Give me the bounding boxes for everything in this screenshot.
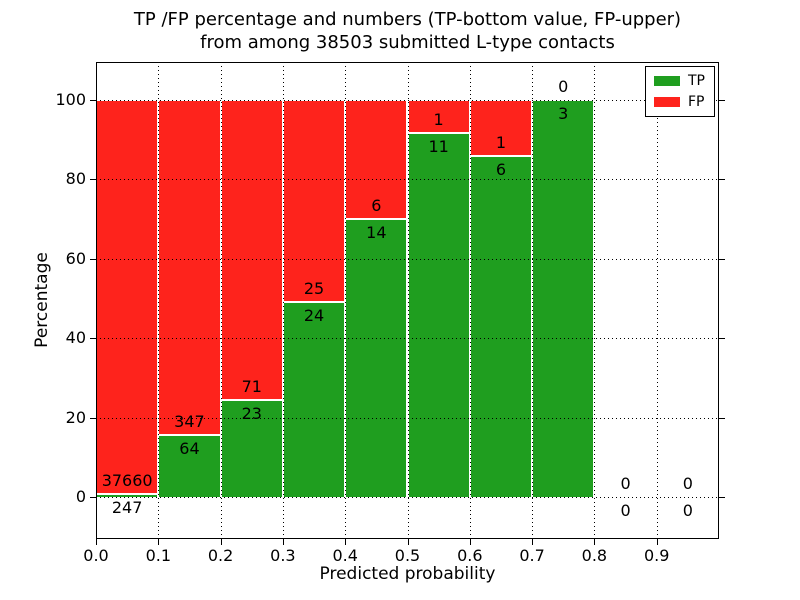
legend-label-fp: FP	[688, 94, 705, 110]
chart-title-line1: TP /FP percentage and numbers (TP-bottom…	[133, 9, 682, 30]
gridline-v-0.7	[532, 62, 534, 539]
y-tick-label: 100	[55, 89, 86, 109]
x-tick	[282, 539, 284, 545]
fp-color-swatch	[654, 97, 680, 107]
gridline-v-0.8	[594, 62, 596, 539]
gridline-v-0.3	[282, 62, 284, 539]
x-tick	[158, 539, 160, 545]
x-tick	[532, 539, 534, 545]
bar-tp-4	[346, 218, 407, 497]
tp-count-label: 24	[303, 306, 325, 326]
legend-entry-fp: FP	[654, 94, 706, 110]
y-tick-left	[90, 338, 96, 339]
x-tick-label: 0.2	[207, 546, 234, 565]
y-tick-left	[90, 258, 96, 260]
tp-count-label: 23	[241, 403, 262, 423]
bar-tp-6	[470, 156, 532, 497]
gridline-v-0.1	[158, 62, 160, 539]
x-tick	[345, 539, 347, 545]
fp-count-label: 1	[433, 109, 444, 129]
fp-count-label: 0	[682, 474, 693, 493]
fp-count-label: 0	[620, 474, 631, 493]
gridline-v-0.5	[407, 62, 409, 539]
gridline-v-0.4	[345, 62, 347, 539]
fp-count-label: 71	[241, 376, 262, 396]
x-tick-label: 0.0	[83, 546, 109, 565]
x-tick	[407, 539, 409, 545]
gridline-v-0.6	[469, 62, 471, 539]
x-tick	[594, 539, 596, 545]
x-tick-label: 0.1	[145, 546, 172, 565]
y-tick-left	[90, 417, 96, 419]
gridline-v-0.2	[220, 62, 222, 539]
tp-count-label: 3	[558, 103, 569, 123]
fp-count-label: 37660	[101, 471, 153, 491]
y-tick-label: 60	[65, 248, 86, 268]
x-axis-label: Predicted probability	[319, 564, 496, 584]
x-tick	[220, 539, 222, 545]
y-tick-right	[719, 179, 725, 180]
tp-count-label: 14	[366, 222, 387, 242]
bar-fp-6	[470, 99, 532, 157]
bar-fp-1	[159, 99, 220, 436]
bar-tp-0	[97, 494, 158, 497]
y-tick-right	[719, 338, 725, 339]
bar-fp-2	[221, 99, 282, 400]
fp-count-label: 347	[174, 412, 205, 432]
bar-fp-5	[408, 99, 469, 133]
bar-tp-7	[533, 99, 594, 497]
y-tick-left	[90, 99, 96, 101]
chart-title-line2: from among 38503 submitted L-type contac…	[200, 32, 615, 53]
x-tick-label: 0.6	[457, 546, 483, 565]
bar-fp-3	[283, 99, 345, 303]
legend: TP FP	[645, 66, 715, 117]
y-tick-left	[90, 497, 96, 498]
fp-count-label: 6	[371, 195, 382, 215]
y-tick-label: 40	[65, 328, 86, 347]
fp-count-label: 1	[495, 133, 507, 153]
y-tick-right	[719, 99, 725, 101]
bar-fp-0	[97, 99, 158, 495]
tp-count-label: 11	[428, 136, 449, 156]
x-tick	[656, 539, 658, 545]
tp-count-label: 6	[495, 160, 507, 180]
x-tick	[469, 539, 471, 545]
y-tick-label: 80	[65, 169, 86, 188]
legend-label-tp: TP	[688, 73, 705, 89]
x-tick-label: 0.5	[394, 546, 421, 565]
x-tick-label: 0.8	[581, 546, 608, 565]
tp-count-label: 0	[620, 501, 631, 520]
tp-color-swatch	[654, 76, 680, 86]
y-tick-left	[90, 179, 96, 180]
x-tick	[96, 539, 97, 545]
x-tick-label: 0.7	[519, 546, 545, 565]
tp-count-label: 0	[682, 501, 693, 520]
gridline-v-0.9	[656, 62, 658, 539]
x-tick-label: 0.4	[332, 546, 358, 565]
y-tick-label: 0	[75, 487, 86, 506]
bar-tp-3	[283, 302, 345, 497]
tp-count-label: 247	[111, 498, 143, 518]
chart-title: TP /FP percentage and numbers (TP-bottom…	[96, 8, 719, 54]
fp-count-label: 25	[303, 279, 325, 299]
fp-count-label: 0	[558, 76, 569, 96]
y-tick-right	[719, 417, 725, 419]
y-tick-right	[719, 258, 725, 260]
tp-count-label: 64	[179, 439, 200, 459]
bar-fp-4	[346, 99, 407, 219]
legend-entry-tp: TP	[654, 73, 706, 89]
bar-tp-5	[408, 132, 469, 497]
y-tick-right	[719, 497, 725, 498]
y-tick-label: 20	[65, 407, 86, 427]
bar-tp-2	[221, 399, 282, 497]
bar-tp-1	[159, 435, 220, 497]
x-tick-label: 0.3	[270, 546, 296, 565]
x-tick-label: 0.9	[643, 546, 670, 565]
